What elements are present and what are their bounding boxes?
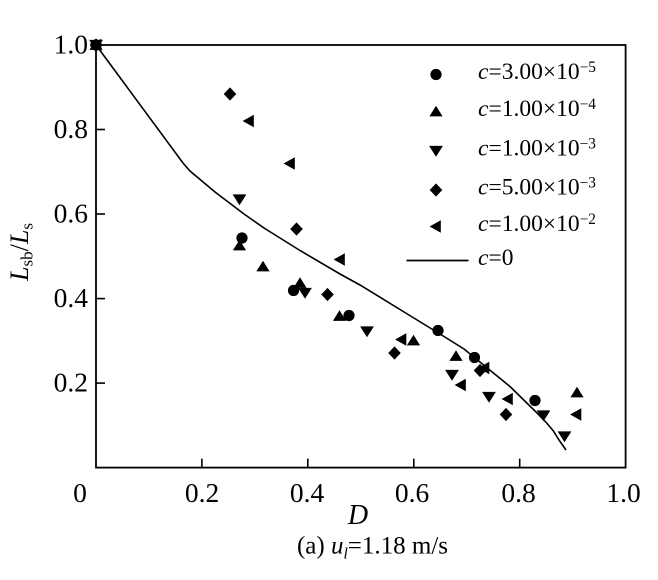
svg-text:0.4: 0.4: [290, 477, 325, 508]
svg-text:c=1.00×10−2: c=1.00×10−2: [478, 211, 596, 237]
svg-text:c=3.00×10−5: c=3.00×10−5: [478, 59, 596, 85]
svg-text:1.0: 1.0: [606, 477, 640, 508]
svg-text:0.8: 0.8: [501, 477, 535, 508]
svg-text:0.6: 0.6: [395, 477, 429, 508]
svg-text:(a) ul=1.18 m/s: (a) ul=1.18 m/s: [297, 533, 448, 563]
svg-text:Lsb/Ls: Lsb/Ls: [5, 223, 37, 282]
svg-text:c=5.00×10−3: c=5.00×10−3: [478, 175, 596, 201]
svg-text:c=1.00×10−3: c=1.00×10−3: [478, 136, 596, 162]
svg-text:c=1.00×10−4: c=1.00×10−4: [478, 96, 596, 122]
svg-text:0: 0: [73, 477, 87, 508]
svg-text:1.0: 1.0: [54, 29, 88, 60]
svg-text:0.6: 0.6: [54, 198, 88, 229]
svg-text:D: D: [347, 500, 368, 531]
svg-text:0.2: 0.2: [185, 477, 219, 508]
svg-text:0.8: 0.8: [54, 113, 88, 144]
svg-text:0.2: 0.2: [54, 367, 88, 398]
svg-text:0.4: 0.4: [54, 282, 89, 313]
svg-text:c=0: c=0: [478, 245, 513, 271]
